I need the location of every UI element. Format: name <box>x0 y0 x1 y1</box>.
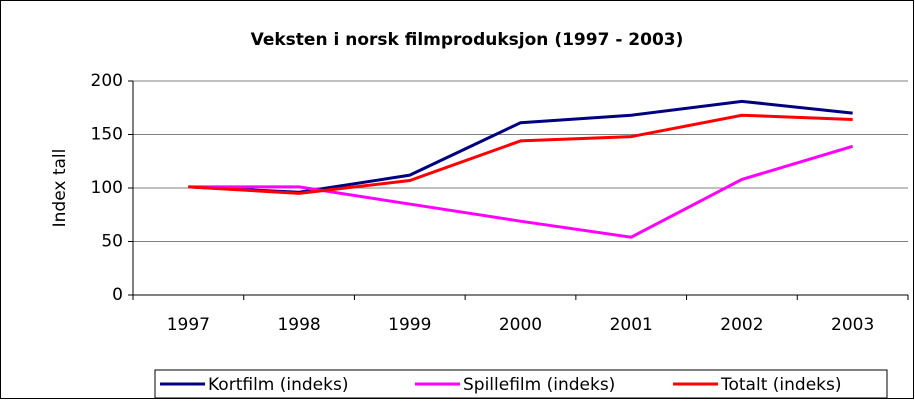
legend-label: Totalt (indeks) <box>720 375 842 395</box>
x-tick-label: 1998 <box>277 315 320 335</box>
legend: Kortfilm (indeks) Spillefilm (indeks) Tota… <box>154 369 888 399</box>
line-series <box>188 144 854 239</box>
x-tick-label: 2003 <box>831 315 874 335</box>
y-tick-label: 50 <box>101 232 123 252</box>
x-tick-label: 1997 <box>167 315 210 335</box>
y-tick-label: 0 <box>112 285 123 305</box>
legend-label: Kortfilm (indeks) <box>208 375 348 395</box>
y-tick-label: 100 <box>91 178 123 198</box>
y-tick-label: 150 <box>91 125 123 145</box>
x-tick-label: 2002 <box>720 315 763 335</box>
y-axis-label: Index tall <box>50 149 70 228</box>
line-series <box>188 113 853 195</box>
y-tick-label: 200 <box>91 71 123 91</box>
legend-label: Spillefilm (indeks) <box>463 375 615 395</box>
x-tick-label: 2000 <box>499 315 542 335</box>
legend-box <box>154 369 888 399</box>
x-tick-label: 2001 <box>610 315 653 335</box>
x-tick-label: 1999 <box>388 315 431 335</box>
chart-title: Veksten i norsk filmproduksjon (1997 - 2… <box>251 30 684 50</box>
